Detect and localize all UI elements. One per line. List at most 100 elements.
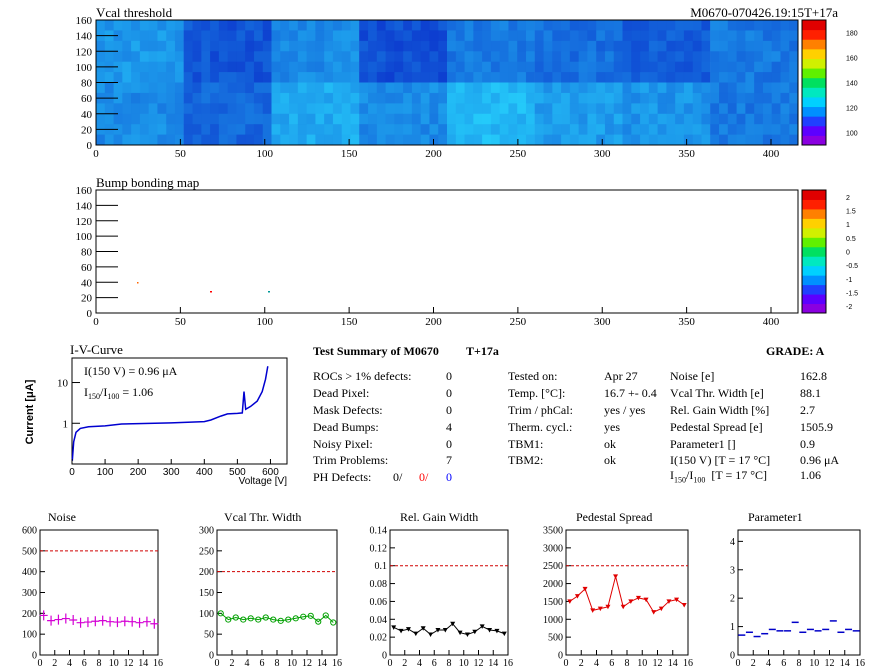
map1-cell (131, 113, 141, 125)
map1-cell (271, 40, 281, 52)
map1-cell (148, 92, 158, 104)
condition-label: TBM1: (508, 437, 544, 451)
map1-cell (464, 82, 474, 94)
map1-cell (710, 40, 720, 52)
map1-cell (280, 51, 290, 62)
map1-cell (561, 30, 571, 42)
map1-cell (613, 124, 623, 135)
trend-x-tick-label: 4 (766, 658, 771, 669)
trend-point (330, 619, 337, 626)
map1-cell (508, 61, 518, 73)
map1-cell (789, 51, 799, 62)
colorbar-label: 1.5 (846, 209, 856, 216)
map1-cell (604, 20, 615, 31)
map1-cell (368, 30, 378, 42)
map1-cell (701, 82, 711, 94)
map1-cell (780, 103, 790, 115)
map1-cell (104, 103, 114, 115)
map1-cell (280, 103, 290, 115)
colorbar-swatch (802, 256, 826, 267)
map1-cell (543, 92, 553, 104)
trend-point (658, 606, 664, 612)
map1-cell (552, 51, 562, 62)
map1-cell (289, 40, 299, 52)
trend-chart-title: Noise (48, 510, 76, 524)
map1-cell (666, 51, 676, 62)
trend-point (605, 604, 611, 610)
map1-cell (385, 103, 395, 115)
trend-point (420, 626, 426, 631)
map1-cell (96, 113, 106, 125)
map1-cell (429, 82, 439, 94)
map1-cell (429, 20, 439, 31)
map1-cell (148, 30, 158, 42)
map1-cell (657, 51, 667, 62)
defect-value: 0 (446, 403, 452, 417)
map1-cell (648, 30, 658, 42)
map1-cell (666, 30, 676, 42)
map1-cell (569, 30, 579, 42)
map1-cell (210, 51, 220, 62)
trend-point (135, 617, 144, 628)
map1-cell (464, 103, 474, 115)
map1-cell (280, 134, 290, 146)
map1-cell (604, 92, 615, 104)
map1-cell (174, 20, 185, 31)
map1-cell (640, 40, 650, 52)
map1-cell (148, 103, 158, 115)
map1-cell (648, 72, 658, 83)
map2-y-tick-label: 80 (81, 247, 93, 259)
map1-cell (297, 40, 307, 52)
trend-y-tick-label: 2 (730, 594, 735, 605)
map1-cell (657, 40, 667, 52)
map1-cell (631, 40, 641, 52)
map1-cell (411, 61, 421, 73)
map1-cell (745, 30, 755, 42)
map1-cell (455, 30, 465, 42)
colorbar-label: -0.5 (846, 263, 858, 270)
map1-cell (701, 134, 711, 146)
trend-y-tick-label: 0.04 (370, 615, 388, 626)
map1-cell (218, 82, 228, 94)
map1-cell (719, 103, 729, 115)
map2-x-tick-label: 0 (93, 316, 99, 328)
map1-cell (236, 103, 246, 115)
map1-cell (411, 134, 421, 146)
map1-cell (578, 103, 588, 115)
map1-cell (631, 72, 641, 83)
map1-cell (122, 40, 132, 52)
map1-cell (622, 92, 632, 104)
map1-cell (306, 92, 316, 104)
map1-cell (122, 82, 132, 94)
trend-y-tick-label: 0.02 (370, 633, 388, 644)
grade-label: GRADE: A (766, 344, 825, 358)
map1-cell (780, 20, 790, 31)
map1-cell (727, 92, 737, 104)
map1-cell (139, 82, 149, 94)
colorbar-swatch (802, 208, 826, 219)
map1-cell (306, 134, 316, 146)
map1-cell (701, 113, 711, 125)
map1-cell (438, 72, 448, 83)
map1-cell (508, 40, 518, 52)
map1-x-tick-label: 200 (425, 148, 442, 160)
map1-cell (692, 72, 702, 83)
trend-point (635, 595, 641, 601)
map1-cell (552, 61, 562, 73)
map1-cell (727, 40, 737, 52)
map1-y-tick-label: 40 (81, 109, 93, 121)
map1-cell (771, 51, 781, 62)
map1-cell (710, 103, 720, 115)
trend-y-tick-label: 0.12 (370, 543, 388, 554)
map1-cell (315, 72, 325, 83)
map1-cell (561, 72, 571, 83)
map1-cell (499, 82, 509, 94)
map1-cell (218, 40, 228, 52)
trend-series-line (220, 612, 334, 623)
map1-cell (341, 72, 351, 83)
map1-cell (490, 103, 500, 115)
map1-cell (517, 72, 527, 83)
map1-cell (701, 103, 711, 115)
map1-cell (297, 20, 307, 31)
trend-x-tick-label: 6 (781, 658, 786, 669)
